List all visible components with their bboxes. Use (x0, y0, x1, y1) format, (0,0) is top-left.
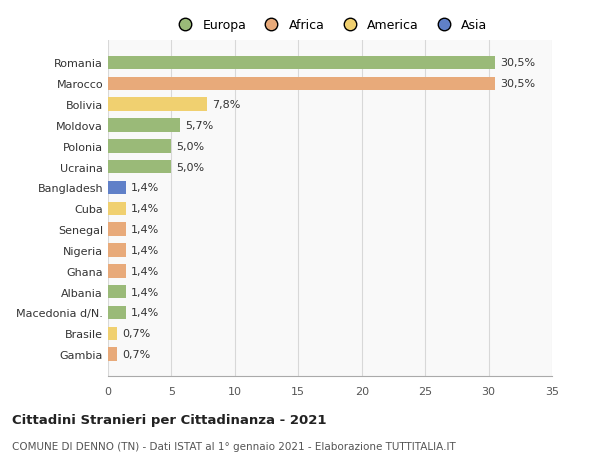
Text: 1,4%: 1,4% (131, 204, 159, 214)
Text: 1,4%: 1,4% (131, 224, 159, 235)
Bar (108, 223, 126, 236)
Text: COMUNE DI DENNO (TN) - Dati ISTAT al 1° gennaio 2021 - Elaborazione TUTTITALIA.I: COMUNE DI DENNO (TN) - Dati ISTAT al 1° … (12, 441, 456, 451)
Bar (108, 202, 126, 216)
Text: 30,5%: 30,5% (500, 79, 535, 89)
Bar (108, 244, 126, 257)
Bar (108, 56, 495, 70)
Text: 1,4%: 1,4% (131, 183, 159, 193)
Text: 5,0%: 5,0% (176, 162, 205, 172)
Text: 1,4%: 1,4% (131, 246, 159, 255)
Bar (108, 264, 126, 278)
Bar (108, 285, 126, 299)
Text: Cittadini Stranieri per Cittadinanza - 2021: Cittadini Stranieri per Cittadinanza - 2… (12, 413, 326, 426)
Bar (108, 347, 117, 361)
Text: 1,4%: 1,4% (131, 287, 159, 297)
Bar (108, 119, 181, 133)
Bar (108, 161, 172, 174)
Text: 5,0%: 5,0% (176, 141, 205, 151)
Text: 1,4%: 1,4% (131, 308, 159, 318)
Text: 7,8%: 7,8% (212, 100, 241, 110)
Bar (108, 181, 126, 195)
Legend: Europa, Africa, America, Asia: Europa, Africa, America, Asia (167, 14, 493, 37)
Text: 30,5%: 30,5% (500, 58, 535, 68)
Text: 5,7%: 5,7% (185, 121, 214, 131)
Bar (108, 327, 117, 341)
Text: 0,7%: 0,7% (122, 349, 150, 359)
Bar (108, 98, 207, 112)
Bar (108, 306, 126, 319)
Text: 0,7%: 0,7% (122, 329, 150, 339)
Bar (108, 77, 495, 91)
Bar (108, 140, 172, 153)
Text: 1,4%: 1,4% (131, 266, 159, 276)
